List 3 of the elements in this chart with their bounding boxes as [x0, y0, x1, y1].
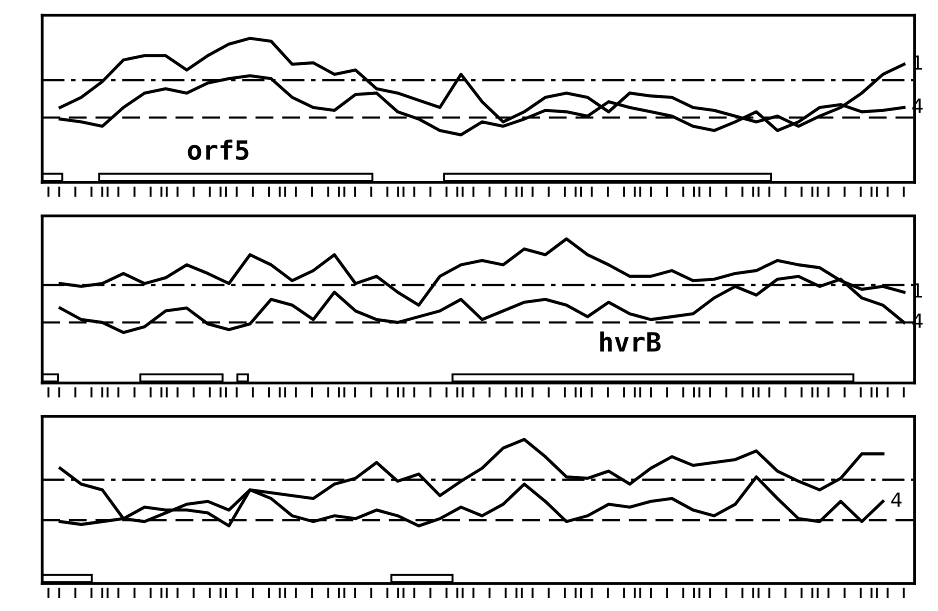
series-label: 4 [891, 492, 902, 507]
annotation: orf5 [188, 140, 248, 160]
annotation: hvrB [600, 331, 661, 352]
